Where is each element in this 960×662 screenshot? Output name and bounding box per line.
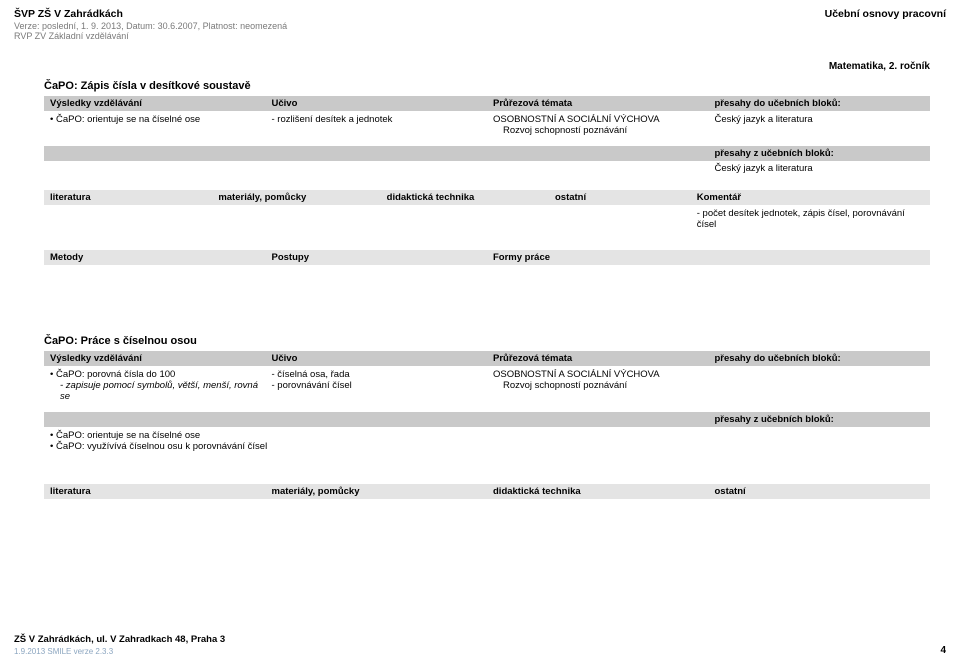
- block1-cz1: Český jazyk a literatura: [709, 111, 931, 146]
- block4-table: literatura materiály, pomůcky didaktická…: [44, 484, 930, 499]
- col-postupy: Postupy: [266, 250, 488, 265]
- header-title-right: Učební osnovy pracovní: [825, 8, 946, 20]
- b3-pt: OSOBNOSTNÍ A SOCIÁLNÍ VÝCHOVA Rozvoj sch…: [487, 366, 709, 412]
- block1-pt-line2: Rozvoj schopností poznávání: [493, 125, 703, 136]
- b3-col-presahy-do: přesahy do učebních bloků:: [709, 351, 931, 366]
- col-formy: Formy práce: [487, 250, 930, 265]
- col-materialy: materiály, pomůcky: [212, 190, 380, 205]
- header-sub1: Verze: poslední, 1. 9. 2013, Datum: 30.6…: [14, 21, 287, 31]
- page-header: ŠVP ZŠ V Zahrádkách Verze: poslední, 1. …: [0, 0, 960, 43]
- block1-presahy-z: přesahy z učebních bloků:: [709, 146, 931, 161]
- col-ucivo: Učivo: [266, 96, 488, 111]
- b4-ostatni: ostatní: [709, 484, 931, 499]
- footer-line2: 1.9.2013 SMILE verze 2.3.3: [14, 647, 946, 656]
- block1-pt: OSOBNOSTNÍ A SOCIÁLNÍ VÝCHOVA Rozvoj sch…: [487, 111, 709, 146]
- header-sub2: RVP ZV Základní vzdělávání: [14, 31, 287, 41]
- b3-out1-sub: - zapisuje pomocí symbolů, větší, menší,…: [50, 380, 260, 402]
- col-presahy-do: přesahy do učebních bloků:: [709, 96, 931, 111]
- col-ostatni: ostatní: [549, 190, 691, 205]
- b3-col-ucivo: Učivo: [266, 351, 488, 366]
- page-number: 4: [940, 645, 946, 656]
- b3-col-pt: Průřezová témata: [487, 351, 709, 366]
- block3-table: Výsledky vzdělávání Učivo Průřezová téma…: [44, 351, 930, 462]
- header-title-left: ŠVP ZŠ V Zahrádkách: [14, 8, 287, 20]
- col-prurezova: Průřezová témata: [487, 96, 709, 111]
- block1-cz2: Český jazyk a literatura: [709, 161, 931, 176]
- b3-out1: ČaPO: porovná čísla do 100 - zapisuje po…: [44, 366, 266, 412]
- b3-out23: ČaPO: orientuje se na číselné ose ČaPO: …: [44, 427, 930, 462]
- block1-title: ČaPO: Zápis čísla v desítkové soustavě: [44, 80, 930, 92]
- b4-literatura: literatura: [44, 484, 266, 499]
- col-didakticka: didaktická technika: [381, 190, 549, 205]
- block1-pt-line1: OSOBNOSTNÍ A SOCIÁLNÍ VÝCHOVA: [493, 114, 703, 125]
- b4-didakticka: didaktická technika: [487, 484, 709, 499]
- block2-table5: literatura materiály, pomůcky didaktická…: [44, 190, 930, 250]
- block2-table3: Metody Postupy Formy práce: [44, 250, 930, 287]
- block3-title: ČaPO: Práce s číselnou osou: [44, 335, 930, 347]
- footer-line1: ZŠ V Zahrádkách, ul. V Zahradkach 48, Pr…: [14, 634, 946, 645]
- block1-table: Výsledky vzdělávání Učivo Průřezová téma…: [44, 96, 930, 176]
- block1-outcome: ČaPO: orientuje se na číselné ose: [44, 111, 266, 146]
- col-komentar: Komentář: [691, 190, 930, 205]
- block2-komentar: - počet desítek jednotek, zápis čísel, p…: [691, 205, 930, 250]
- subject-line: Matematika, 2. ročník: [0, 43, 960, 78]
- page-footer: ZŠ V Zahrádkách, ul. V Zahradkach 48, Pr…: [14, 634, 946, 656]
- b4-materialy: materiály, pomůcky: [266, 484, 488, 499]
- b3-ucivo: - číselná osa, řada - porovnávání čísel: [266, 366, 488, 412]
- col-metody: Metody: [44, 250, 266, 265]
- col-vysledky: Výsledky vzdělávání: [44, 96, 266, 111]
- block1-ucivo: - rozlišení desítek a jednotek: [266, 111, 488, 146]
- col-literatura: literatura: [44, 190, 212, 205]
- b3-col-vysledky: Výsledky vzdělávání: [44, 351, 266, 366]
- b3-presahy-z: přesahy z učebních bloků:: [709, 412, 931, 427]
- block1-empty: [44, 146, 709, 161]
